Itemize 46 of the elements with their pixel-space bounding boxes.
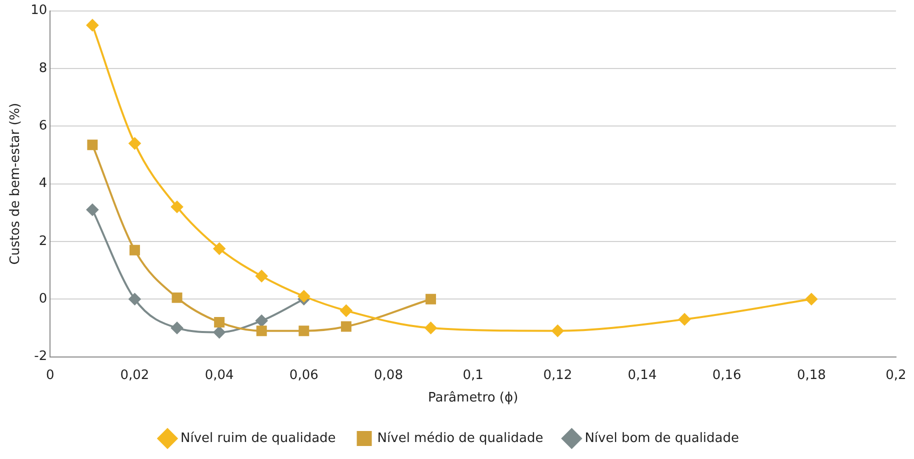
y-axis-title: Custos de bem-estar (%)	[8, 102, 24, 265]
y-tick-label: 8	[38, 60, 48, 76]
point	[214, 316, 225, 328]
point	[298, 290, 310, 302]
x-tick-label: 0,06	[289, 368, 318, 383]
y-tick-label: 4	[38, 176, 48, 192]
y-tick-label: 10	[30, 3, 48, 18]
point	[340, 321, 352, 332]
legend-label: Nível bom de qualidade	[584, 430, 740, 446]
y-tick-label: -2	[34, 349, 48, 364]
point	[86, 19, 98, 32]
legend-label: Nível médio de qualidade	[377, 430, 544, 446]
point	[256, 326, 267, 336]
point	[86, 204, 98, 216]
x-tick-label: 0,02	[120, 368, 150, 383]
point	[213, 242, 226, 255]
point	[87, 140, 98, 150]
point	[213, 326, 226, 338]
point	[172, 292, 182, 303]
point	[256, 270, 268, 282]
x-tick-label: 0,2	[886, 368, 906, 383]
point	[298, 326, 310, 336]
x-axis-title: Parâmetro (ϕ)	[428, 390, 518, 406]
x-tick-label: 0,04	[204, 368, 234, 383]
point	[128, 293, 141, 306]
point	[552, 324, 564, 337]
point	[128, 137, 141, 150]
point	[805, 293, 818, 306]
x-tick-label: 0,16	[712, 368, 742, 383]
point	[426, 294, 436, 304]
x-tick-label: 0,1	[462, 368, 484, 383]
y-tick-label: 2	[38, 234, 48, 249]
point	[678, 313, 691, 326]
point	[171, 200, 184, 213]
point	[424, 322, 437, 334]
x-tick-label: 0,08	[374, 368, 403, 383]
point	[129, 244, 140, 256]
legend-label: Nível ruim de qualidade	[180, 430, 336, 446]
point	[171, 322, 184, 334]
x-tick-label: 0,12	[543, 368, 572, 383]
x-tick-label: 0,18	[796, 368, 826, 383]
y-tick-label: 6	[38, 118, 48, 134]
y-tick-label: 0	[38, 292, 48, 307]
x-tick-label: 0,14	[628, 368, 657, 383]
point	[256, 314, 268, 327]
point	[340, 304, 352, 317]
